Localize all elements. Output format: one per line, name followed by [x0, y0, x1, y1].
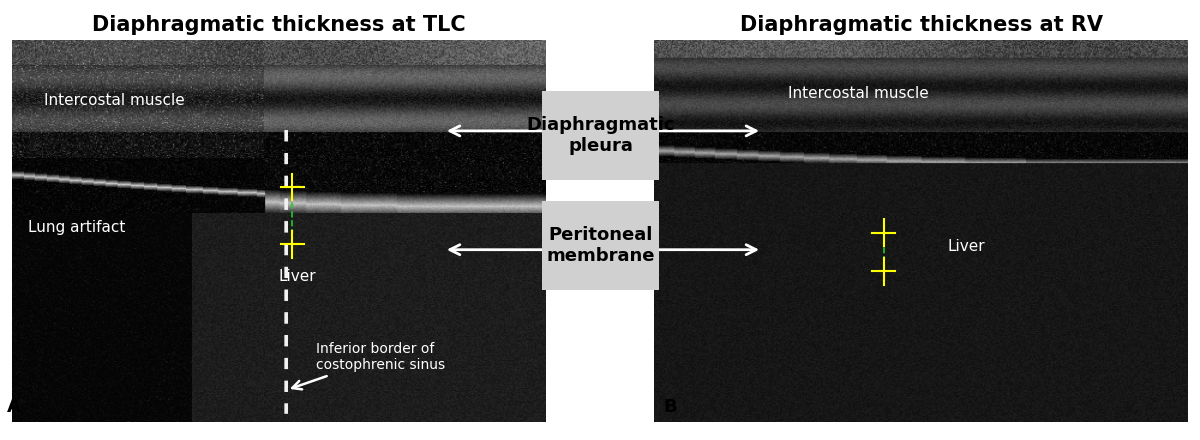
Text: A: A — [7, 398, 22, 416]
FancyBboxPatch shape — [542, 91, 660, 180]
Text: Intercostal muscle: Intercostal muscle — [787, 85, 929, 100]
Title: Diaphragmatic thickness at TLC: Diaphragmatic thickness at TLC — [92, 15, 466, 35]
Title: Diaphragmatic thickness at RV: Diaphragmatic thickness at RV — [739, 15, 1103, 35]
FancyBboxPatch shape — [542, 201, 660, 290]
Text: Diaphragmatic
pleura: Diaphragmatic pleura — [527, 116, 674, 155]
Text: Liver: Liver — [278, 269, 317, 284]
Text: Inferior border of
costophrenic sinus: Inferior border of costophrenic sinus — [293, 342, 445, 389]
Text: B: B — [664, 398, 677, 416]
Text: Lung artifact: Lung artifact — [28, 220, 125, 235]
Text: Intercostal muscle: Intercostal muscle — [44, 93, 185, 108]
Text: Peritoneal
membrane: Peritoneal membrane — [546, 226, 655, 265]
Text: Liver: Liver — [948, 238, 985, 253]
